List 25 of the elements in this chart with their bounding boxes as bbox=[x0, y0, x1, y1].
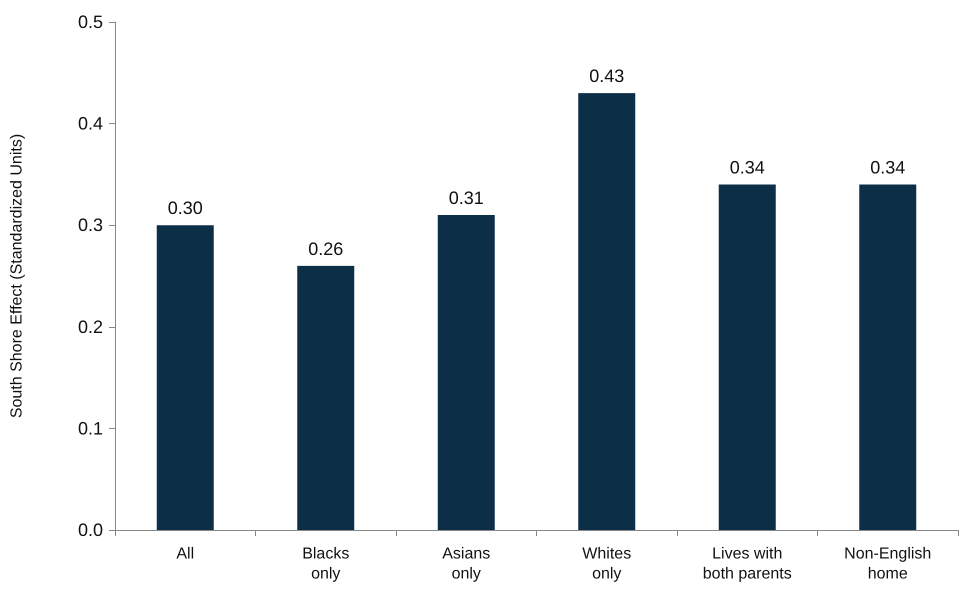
y-axis-title: South Shore Effect (Standardized Units) bbox=[8, 134, 26, 418]
bar bbox=[718, 184, 776, 530]
data-label: 0.34 bbox=[730, 158, 765, 178]
bar bbox=[438, 215, 495, 530]
x-tick-label: Whites only bbox=[582, 546, 632, 582]
y-tick-label: 0.5 bbox=[78, 12, 103, 32]
bar bbox=[156, 225, 214, 530]
bar bbox=[297, 266, 354, 530]
x-tick-label: Non-English home bbox=[844, 546, 932, 582]
bar bbox=[578, 93, 636, 530]
data-label: 0.30 bbox=[168, 198, 203, 218]
data-label: 0.43 bbox=[589, 66, 624, 86]
bar bbox=[859, 184, 916, 530]
y-tick-label: 0.4 bbox=[78, 114, 103, 134]
y-tick-label: 0.0 bbox=[78, 520, 103, 540]
data-label: 0.34 bbox=[870, 158, 906, 178]
data-label: 0.31 bbox=[448, 188, 484, 208]
x-tick-label: Blacks only bbox=[302, 546, 350, 582]
x-tick-label: Asians only bbox=[442, 546, 490, 582]
x-tick-label: Lives with both parents bbox=[702, 546, 792, 582]
y-tick-label: 0.1 bbox=[78, 418, 103, 438]
y-tick-label: 0.3 bbox=[78, 215, 103, 236]
x-tick-label: All bbox=[176, 546, 194, 562]
y-tick-label: 0.2 bbox=[78, 316, 103, 337]
data-label: 0.26 bbox=[308, 238, 344, 259]
